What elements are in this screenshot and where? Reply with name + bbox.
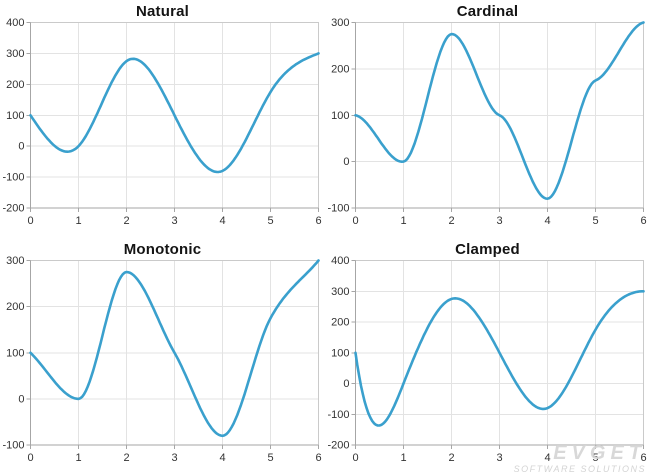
chart-title-monotonic: Monotonic xyxy=(123,241,202,258)
x-tick-label: 1 xyxy=(75,215,81,227)
y-tick-label: 0 xyxy=(18,141,24,153)
x-tick-label: 1 xyxy=(75,452,81,464)
y-tick-label: 300 xyxy=(331,286,349,298)
x-tick-label: 6 xyxy=(640,215,646,227)
chart-panel-monotonic: 300 200 100 0 -100 0 1 2 3 4 5 6 Monotonic xyxy=(0,238,325,475)
series-line-cardinal xyxy=(354,21,645,200)
y-tick-label: 0 xyxy=(18,393,24,405)
y-tick-label: 100 xyxy=(331,110,349,122)
chart-panel-natural: 400 300 200 100 0 -100 -200 0 1 2 3 4 5 6 Natural xyxy=(0,0,325,238)
x-tick-label: 3 xyxy=(496,215,502,227)
y-tick-label: 300 xyxy=(6,48,24,60)
x-tick-label: 0 xyxy=(27,452,33,464)
x-tick-label: 5 xyxy=(592,452,598,464)
x-tick-label: 0 xyxy=(352,452,358,464)
series-line-clamped xyxy=(354,290,645,427)
y-tick-label: 100 xyxy=(6,347,24,359)
chart-title-clamped: Clamped xyxy=(455,241,520,258)
x-tick-label: 2 xyxy=(448,452,454,464)
y-tick-label: 200 xyxy=(331,63,349,75)
chart-title-cardinal: Cardinal xyxy=(456,3,519,20)
x-tick-label: 1 xyxy=(400,452,406,464)
y-tick-label: 200 xyxy=(331,317,349,329)
y-tick-label: 0 xyxy=(343,156,349,168)
x-tick-label: 0 xyxy=(27,215,33,227)
y-tick-label: 100 xyxy=(331,347,349,359)
x-tick-label: 4 xyxy=(219,452,225,464)
y-tick-label: 300 xyxy=(331,17,349,29)
x-tick-label: 0 xyxy=(352,215,358,227)
x-tick-label: 6 xyxy=(315,215,321,227)
y-tick-label: 200 xyxy=(6,79,24,91)
x-tick-label: 4 xyxy=(544,215,550,227)
chart-title-natural: Natural xyxy=(135,3,190,20)
x-tick-label: 3 xyxy=(171,215,177,227)
x-tick-label: 3 xyxy=(496,452,502,464)
x-tick-label: 3 xyxy=(171,452,177,464)
x-tick-label: 6 xyxy=(640,452,646,464)
y-tick-label: -200 xyxy=(327,440,349,452)
x-tick-label: 2 xyxy=(123,215,129,227)
series-line-natural xyxy=(29,52,320,174)
y-tick-label: -100 xyxy=(2,440,24,452)
y-tick-label: 300 xyxy=(6,255,24,267)
series-line-monotonic xyxy=(29,259,320,438)
y-tick-label: 100 xyxy=(6,110,24,122)
x-tick-label: 2 xyxy=(448,215,454,227)
x-tick-label: 5 xyxy=(267,215,273,227)
y-tick-label: 0 xyxy=(343,378,349,390)
x-tick-label: 4 xyxy=(544,452,550,464)
x-tick-label: 4 xyxy=(219,215,225,227)
y-tick-label: -100 xyxy=(327,203,349,215)
x-tick-label: 5 xyxy=(267,452,273,464)
y-tick-label: -100 xyxy=(2,172,24,184)
x-tick-label: 1 xyxy=(400,215,406,227)
y-tick-label: 400 xyxy=(331,255,349,267)
y-tick-label: 400 xyxy=(6,17,24,29)
x-tick-label: 6 xyxy=(315,452,321,464)
y-tick-label: -100 xyxy=(327,409,349,421)
x-tick-label: 2 xyxy=(123,452,129,464)
chart-panel-cardinal: 300 200 100 0 -100 0 1 2 3 4 5 6 Cardinal xyxy=(325,0,650,238)
y-tick-label: -200 xyxy=(2,203,24,215)
x-tick-label: 5 xyxy=(592,215,598,227)
chart-panel-clamped: 400 300 200 100 0 -100 -200 0 1 2 3 4 5 6 Clamped xyxy=(325,238,650,475)
y-tick-label: 200 xyxy=(6,301,24,313)
